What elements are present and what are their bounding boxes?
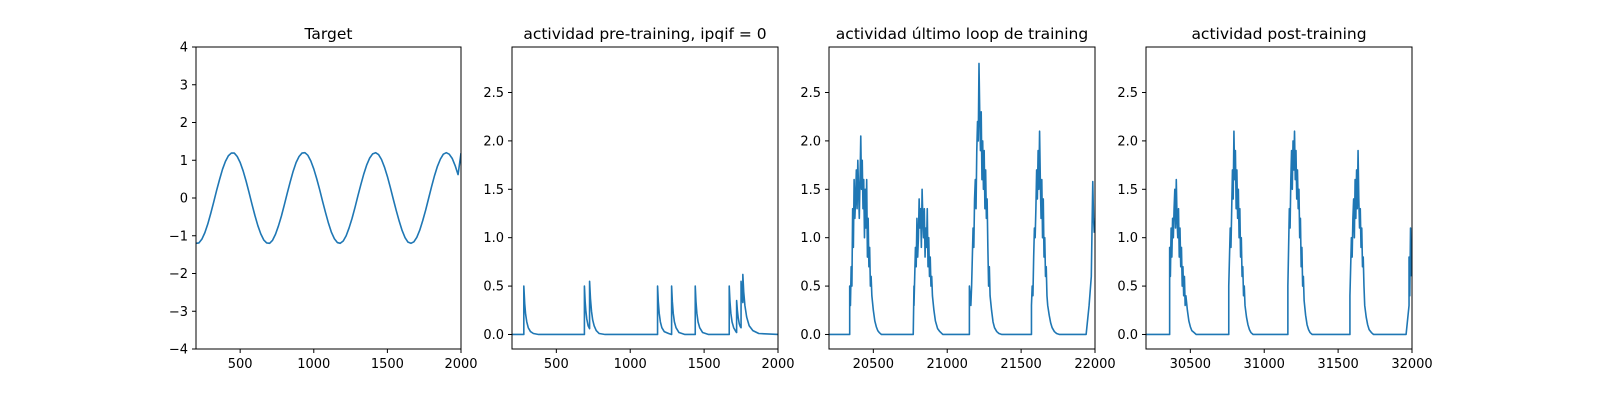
x-tick-label: 500	[544, 357, 569, 372]
plot-frame	[828, 46, 1096, 350]
chart-title: actividad último loop de training	[836, 25, 1088, 43]
y-tick-label: 1.5	[800, 183, 821, 198]
y-tick-label: 2.0	[483, 134, 504, 149]
x-tick-label: 20500	[853, 357, 894, 372]
y-tick-label: 1.5	[1117, 183, 1138, 198]
x-tick-label: 31000	[1244, 357, 1285, 372]
x-tick-label: 1000	[297, 357, 330, 372]
x-tick-label: 1000	[614, 357, 647, 372]
chart-title: Target	[304, 25, 353, 43]
y-tick-label: 4	[180, 41, 188, 56]
x-tick-label: 30500	[1170, 357, 1211, 372]
x-tick-label: 2000	[761, 357, 794, 372]
chart-title: actividad post-training	[1191, 25, 1366, 43]
y-tick-label: 3	[180, 78, 188, 93]
y-tick-label: 2	[180, 116, 188, 131]
x-tick-label: 21000	[927, 357, 968, 372]
y-tick-label: 0.0	[483, 328, 504, 343]
y-tick-label: 0.5	[1117, 280, 1138, 295]
y-tick-label: 0.0	[1117, 328, 1138, 343]
plot-frame	[1145, 46, 1413, 350]
y-tick-label: 2.0	[800, 134, 821, 149]
chart-title: actividad pre-training, ipqif = 0	[523, 25, 766, 43]
y-tick-label: −4	[169, 343, 188, 358]
x-tick-label: 1500	[371, 357, 404, 372]
x-tick-label: 1500	[688, 357, 721, 372]
subplot-target: Target 500 1000 1500 2000 −4 −3 −2 −1 0 1 2 3 4	[169, 25, 478, 372]
y-tick-label: 1	[180, 154, 188, 169]
plot-frame	[195, 46, 462, 350]
y-tick-label: 0	[180, 192, 188, 207]
x-tick-label: 32000	[1391, 357, 1432, 372]
subplot-last-training-loop: actividad último loop de training 20500 2…	[800, 25, 1115, 372]
x-tick-label: 31500	[1317, 357, 1358, 372]
y-tick-label: 2.5	[483, 86, 504, 101]
y-tick-label: 0.5	[800, 280, 821, 295]
x-tick-label: 500	[228, 357, 253, 372]
y-tick-label: 1.0	[1117, 231, 1138, 246]
subplot-post-training: actividad post-training 30500 31000 31500 3…	[1117, 25, 1432, 372]
y-tick-label: 1.0	[483, 231, 504, 246]
series-line	[829, 62, 1095, 336]
series-line	[196, 151, 461, 245]
y-tick-label: 1.5	[483, 183, 504, 198]
series-line	[1146, 130, 1412, 336]
y-tick-label: −2	[169, 267, 188, 282]
x-tick-label: 21500	[1000, 357, 1041, 372]
y-tick-label: 1.0	[800, 231, 821, 246]
y-tick-label: 2.5	[1117, 86, 1138, 101]
y-tick-label: 2.5	[800, 86, 821, 101]
y-tick-label: 0.0	[800, 328, 821, 343]
plot-frame	[511, 46, 779, 350]
subplot-pre-training: actividad pre-training, ipqif = 0 500 100…	[483, 25, 794, 372]
series-line	[512, 273, 778, 336]
y-tick-label: −1	[169, 229, 188, 244]
y-tick-label: 0.5	[483, 280, 504, 295]
x-tick-label: 2000	[444, 357, 477, 372]
y-tick-label: 2.0	[1117, 134, 1138, 149]
x-tick-label: 22000	[1074, 357, 1115, 372]
y-tick-label: −3	[169, 305, 188, 320]
